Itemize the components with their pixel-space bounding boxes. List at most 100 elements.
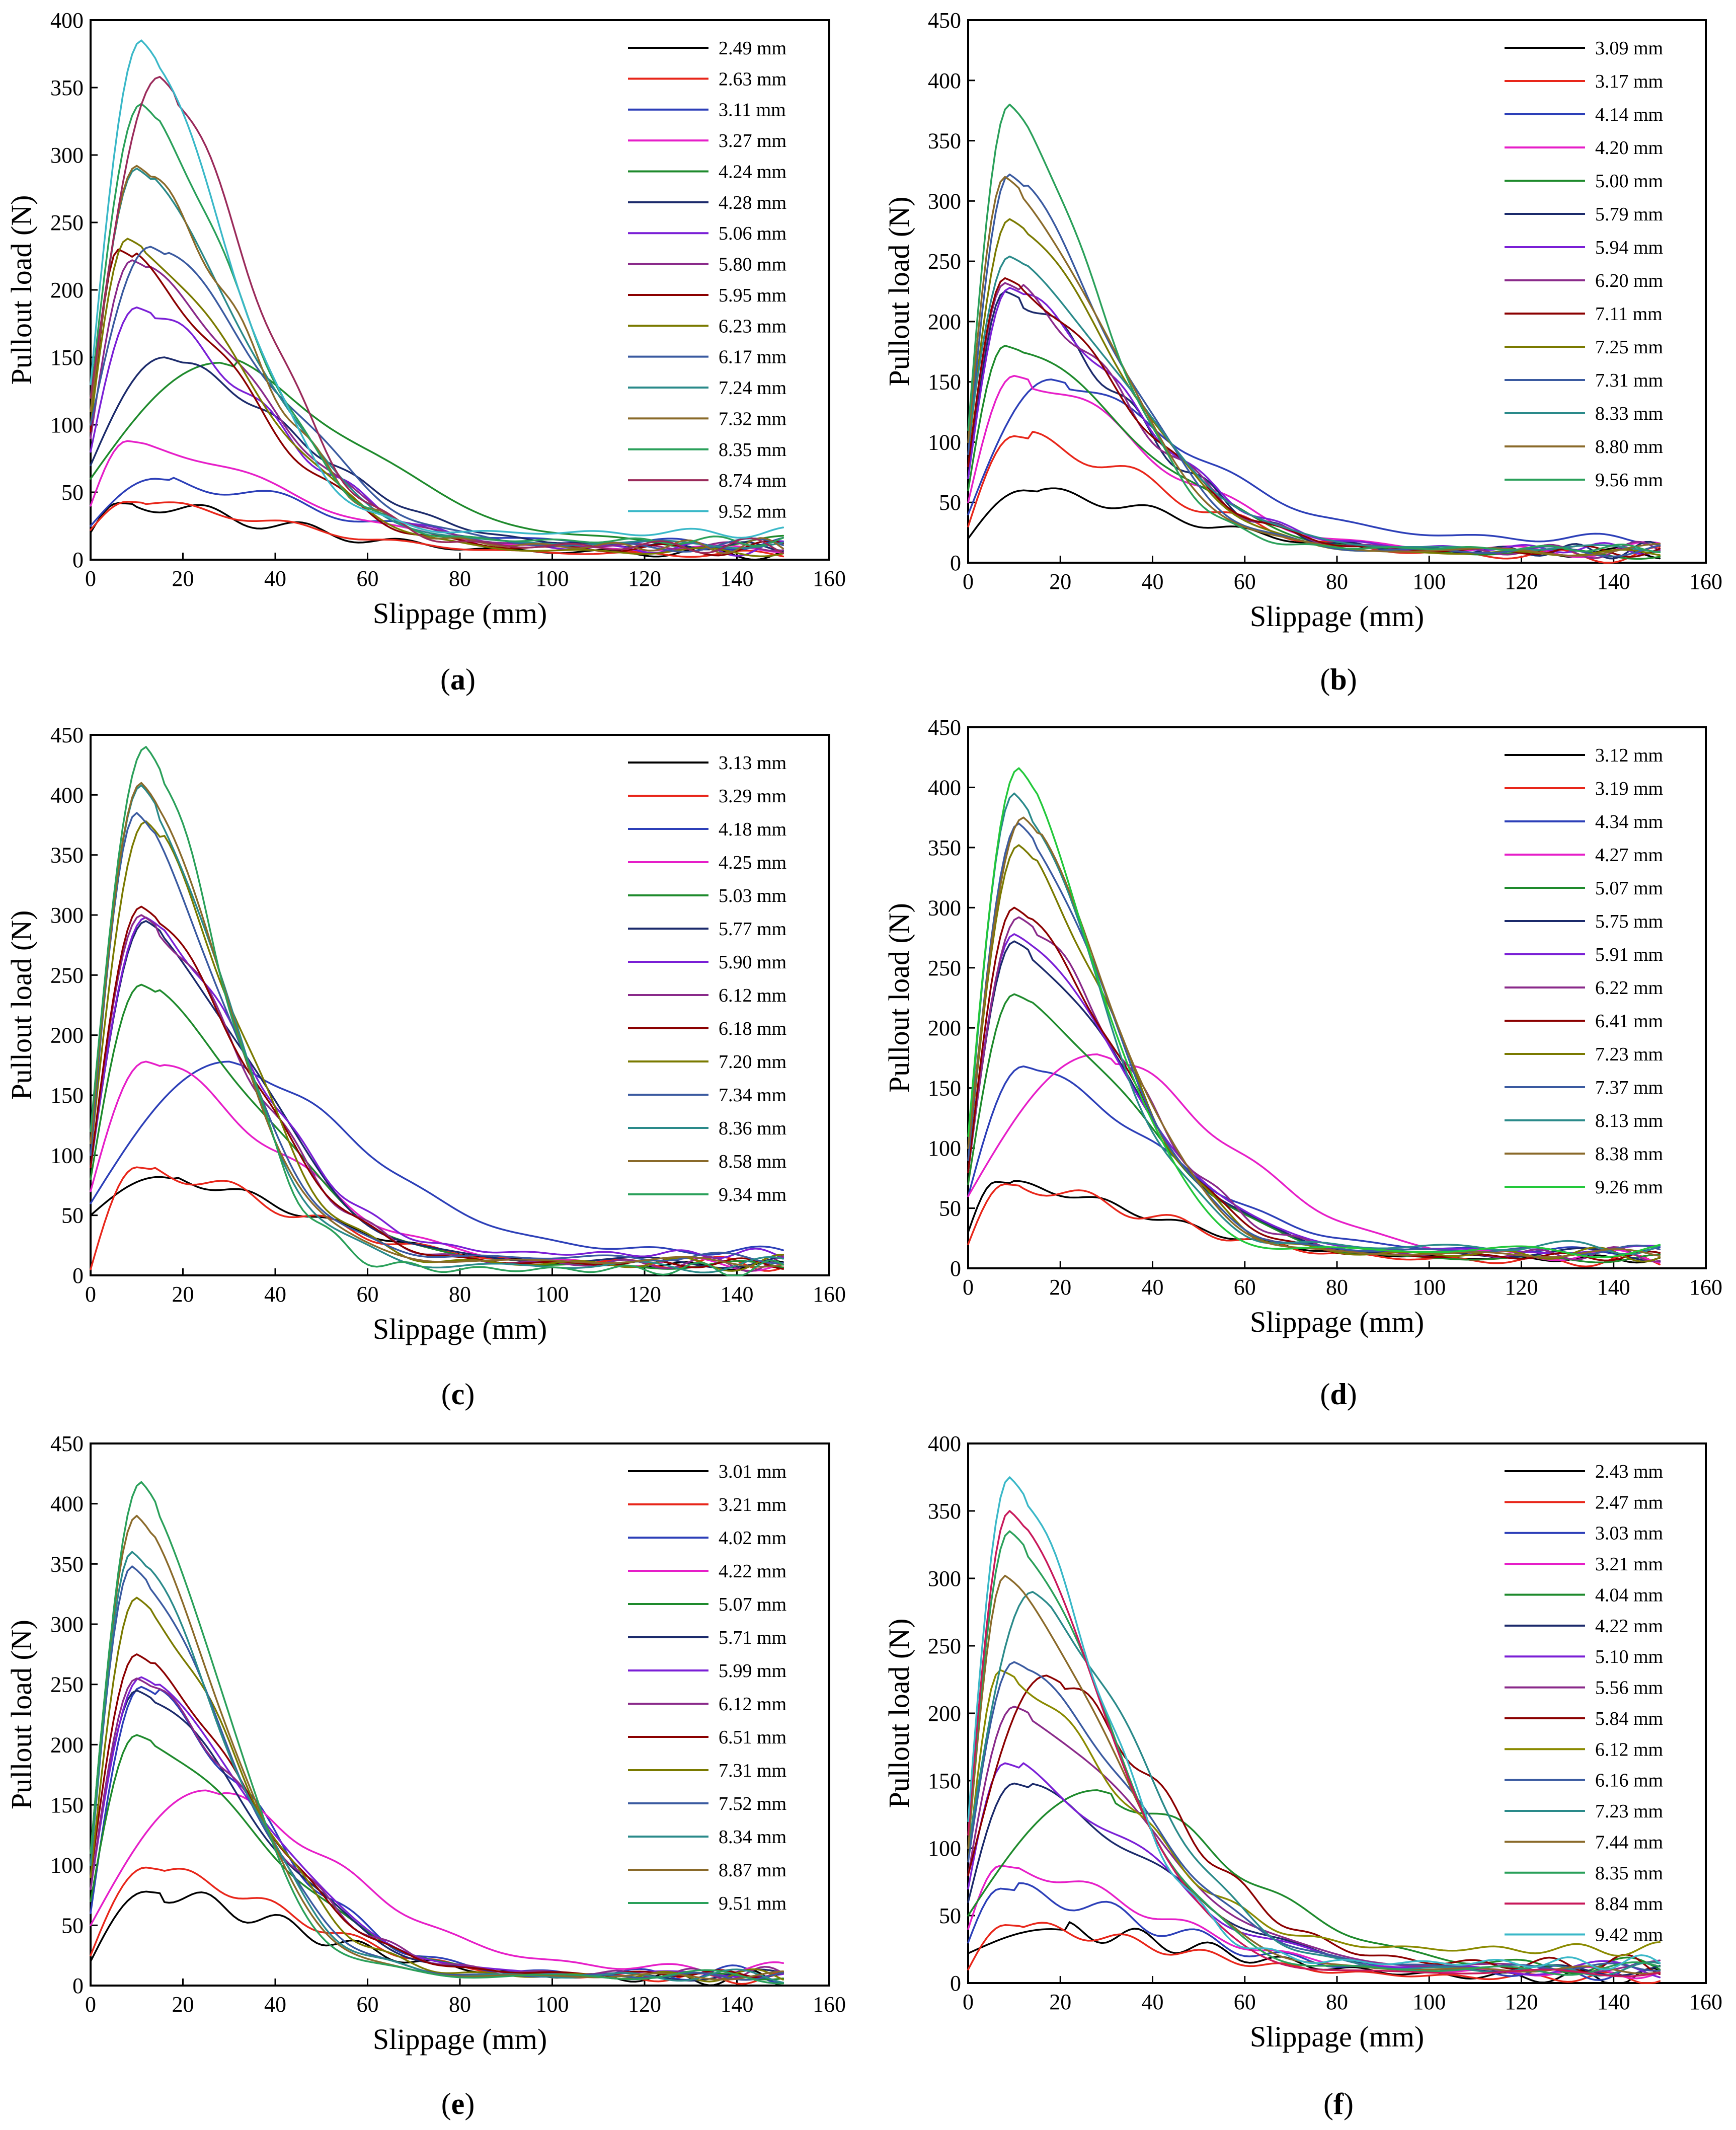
panel-label: (f) bbox=[1323, 2087, 1354, 2120]
legend-label: 7.32 mm bbox=[719, 408, 786, 429]
series-line-2-47-mm bbox=[967, 1922, 1661, 1984]
legend-label: 8.34 mm bbox=[719, 1827, 786, 1848]
legend-label: 3.27 mm bbox=[719, 130, 786, 151]
x-axis-title: Slippage (mm) bbox=[1250, 1306, 1424, 1338]
x-tick-label: 160 bbox=[813, 566, 846, 591]
series-line-8-35-mm bbox=[967, 1530, 1661, 1976]
legend-label: 5.10 mm bbox=[1595, 1646, 1663, 1667]
x-tick-label: 160 bbox=[813, 1992, 846, 2017]
series-line-5-75-mm bbox=[967, 940, 1661, 1262]
legend-label: 7.31 mm bbox=[719, 1760, 786, 1781]
legend-label: 5.91 mm bbox=[1595, 944, 1663, 965]
legend-label: 9.56 mm bbox=[1595, 470, 1663, 491]
y-tick-label: 450 bbox=[50, 723, 84, 747]
x-tick-label: 100 bbox=[536, 1282, 569, 1307]
x-tick-label: 120 bbox=[1505, 1990, 1538, 2014]
legend-label: 7.31 mm bbox=[1595, 370, 1663, 391]
x-axis-title: Slippage (mm) bbox=[373, 2023, 547, 2056]
legend-label: 4.14 mm bbox=[1595, 104, 1663, 125]
y-tick-label: 100 bbox=[50, 1853, 84, 1878]
legend-label: 3.13 mm bbox=[719, 752, 786, 774]
x-tick-label: 160 bbox=[813, 1282, 846, 1307]
series-line-4-22-mm bbox=[90, 1789, 784, 1975]
x-tick-label: 80 bbox=[1326, 1990, 1348, 2014]
x-tick-label: 120 bbox=[628, 566, 661, 591]
x-tick-label: 160 bbox=[1689, 1275, 1722, 1300]
series-line-7-31-mm bbox=[967, 173, 1661, 558]
series-line-6-23-mm bbox=[90, 238, 784, 558]
y-tick-label: 450 bbox=[928, 715, 961, 740]
legend-label: 6.23 mm bbox=[719, 316, 786, 337]
x-tick-label: 160 bbox=[1689, 1990, 1722, 2014]
y-tick-label: 50 bbox=[939, 490, 961, 515]
y-tick-label: 0 bbox=[72, 1263, 84, 1288]
y-tick-label: 0 bbox=[950, 551, 961, 575]
x-tick-label: 100 bbox=[536, 566, 569, 591]
series-line-7-32-mm bbox=[90, 165, 784, 555]
panel-f: 0 20 40 60 80 100 120 140 160 0 50 100 150 200 250 300 3… bbox=[883, 1431, 1722, 2120]
y-tick-label: 300 bbox=[50, 1612, 84, 1637]
x-tick-label: 0 bbox=[963, 569, 974, 594]
y-tick-label: 50 bbox=[61, 1203, 84, 1228]
legend-label: 3.21 mm bbox=[1595, 1554, 1663, 1575]
x-tick-label: 60 bbox=[357, 1992, 379, 2017]
series-line-8-36-mm bbox=[90, 784, 784, 1274]
x-tick-label: 120 bbox=[1505, 1275, 1538, 1300]
y-tick-label: 200 bbox=[50, 1732, 84, 1757]
y-tick-label: 50 bbox=[939, 1196, 961, 1221]
legend-label: 4.24 mm bbox=[719, 161, 786, 182]
y-axis-title: Pullout load (N) bbox=[5, 1620, 38, 1809]
y-tick-label: 0 bbox=[950, 1256, 961, 1281]
legend-label: 4.27 mm bbox=[1595, 845, 1663, 866]
legend-label: 5.90 mm bbox=[719, 952, 786, 973]
legend-label: 2.49 mm bbox=[719, 38, 786, 59]
x-tick-label: 60 bbox=[1234, 1990, 1256, 2014]
x-tick-label: 100 bbox=[1412, 1990, 1446, 2014]
legend-label: 5.71 mm bbox=[719, 1627, 786, 1648]
series-line-6-12-mm bbox=[90, 914, 784, 1272]
series-line-9-56-mm bbox=[967, 103, 1661, 554]
legend-label: 9.34 mm bbox=[719, 1184, 786, 1205]
legend-label: 7.25 mm bbox=[1595, 337, 1663, 358]
y-tick-label: 100 bbox=[928, 1836, 961, 1861]
y-axis-title: Pullout load (N) bbox=[5, 195, 38, 385]
series-line-8-58-mm bbox=[90, 782, 784, 1268]
y-tick-label: 100 bbox=[50, 1143, 84, 1168]
legend-label: 2.63 mm bbox=[719, 68, 786, 90]
x-tick-label: 40 bbox=[264, 1282, 286, 1307]
x-tick-label: 120 bbox=[628, 1282, 661, 1307]
series-line-6-22-mm bbox=[967, 916, 1661, 1263]
series-line-4-18-mm bbox=[90, 1060, 784, 1256]
series-line-7-34-mm bbox=[90, 812, 784, 1264]
panel-a: 0 20 40 60 80 100 120 140 160 0 50 100 150 200 250 300 3… bbox=[5, 8, 846, 696]
y-tick-label: 250 bbox=[50, 210, 84, 235]
legend-label: 3.12 mm bbox=[1595, 745, 1663, 766]
x-tick-label: 140 bbox=[1597, 569, 1630, 594]
y-tick-label: 450 bbox=[50, 1431, 84, 1456]
y-tick-label: 400 bbox=[50, 783, 84, 807]
series-line-7-20-mm bbox=[90, 820, 784, 1272]
x-tick-label: 80 bbox=[449, 566, 471, 591]
panel-label: (a) bbox=[440, 663, 476, 696]
panel-b: 0 20 40 60 80 100 120 140 160 0 50 100 150 200 250 300 3… bbox=[883, 8, 1722, 696]
series-line-5-84-mm bbox=[967, 1675, 1661, 1975]
series-line-9-42-mm bbox=[967, 1476, 1661, 1970]
legend-label: 7.37 mm bbox=[1595, 1077, 1663, 1098]
legend-label: 6.51 mm bbox=[719, 1727, 786, 1748]
x-tick-label: 0 bbox=[963, 1275, 974, 1300]
legend-label: 8.87 mm bbox=[719, 1860, 786, 1881]
series-line-8-74-mm bbox=[90, 75, 784, 554]
x-tick-label: 40 bbox=[264, 566, 286, 591]
legend-label: 2.47 mm bbox=[1595, 1492, 1663, 1513]
x-tick-label: 140 bbox=[1597, 1990, 1630, 2014]
legend-label: 5.07 mm bbox=[1595, 878, 1663, 899]
y-tick-label: 150 bbox=[928, 1076, 961, 1101]
series-line-4-14-mm bbox=[967, 378, 1661, 546]
x-tick-label: 60 bbox=[357, 566, 379, 591]
y-tick-label: 400 bbox=[928, 1431, 961, 1456]
legend-label: 3.01 mm bbox=[719, 1461, 786, 1482]
x-tick-label: 100 bbox=[1412, 569, 1446, 594]
series-line-6-12-mm bbox=[90, 1677, 784, 1981]
x-tick-label: 120 bbox=[628, 1992, 661, 2017]
